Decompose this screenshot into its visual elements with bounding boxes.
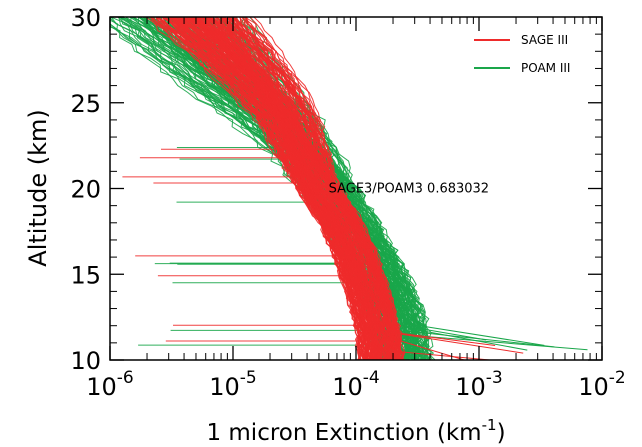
legend: SAGE III POAM III: [474, 33, 570, 75]
x-tick-label: 10-3: [455, 368, 503, 401]
x-tick-label: 10-5: [209, 368, 257, 401]
profile-line: [215, 17, 390, 360]
x-axis-label-main: 1 micron Extinction (km: [206, 420, 481, 446]
y-axis-ticks: 10 15 20 25 30: [70, 4, 602, 375]
legend-label-sage: SAGE III: [521, 33, 568, 47]
profile-line: [139, 20, 324, 159]
profile-line: [407, 323, 545, 346]
profile-line: [388, 336, 467, 360]
y-tick-label: 10: [70, 347, 101, 375]
profile-line: [216, 17, 389, 360]
x-axis-label-unit-exponent: -1: [482, 416, 497, 434]
profile-line: [155, 17, 363, 360]
profile-line: [387, 331, 524, 354]
profile-line: [389, 350, 496, 360]
x-tick-label: 10-6: [86, 368, 134, 401]
x-axis-label-close: ): [497, 420, 506, 446]
correlation-annotation: SAGE3/POAM3 0.683032: [329, 182, 489, 197]
y-tick-label: 20: [70, 176, 101, 204]
y-tick-label: 30: [70, 4, 101, 32]
profile-line: [187, 17, 366, 360]
profile-line: [253, 17, 404, 360]
profile-line: [177, 17, 371, 360]
x-tick-label: 10-2: [578, 368, 626, 401]
series-sage-iii: [122, 17, 524, 360]
profile-line: [216, 17, 372, 360]
y-tick-label: 25: [70, 90, 101, 118]
profile-line: [199, 17, 374, 360]
profile-line: [186, 17, 392, 360]
profile-line: [227, 17, 401, 360]
profile-line: [387, 331, 496, 346]
legend-label-poam: POAM III: [521, 61, 570, 75]
y-tick-label: 15: [70, 261, 101, 289]
x-tick-label: 10-4: [332, 368, 380, 401]
profile-line: [408, 327, 528, 351]
profile-line: [221, 17, 377, 360]
profile-line: [155, 17, 380, 360]
profile-line: [409, 334, 588, 351]
profile-line: [182, 17, 402, 360]
x-axis-label: 1 micron Extinction (km-1): [206, 416, 505, 446]
profile-line: [228, 17, 387, 360]
y-axis-label: Altitude (km): [24, 109, 52, 266]
profile-line: [135, 22, 378, 257]
profiles-layer: [110, 17, 588, 360]
profile-line: [408, 330, 555, 348]
profile-line: [201, 17, 396, 360]
profile-line: [205, 17, 362, 360]
x-axis-ticks: 10-6 10-5 10-4 10-3 10-2: [86, 17, 626, 401]
